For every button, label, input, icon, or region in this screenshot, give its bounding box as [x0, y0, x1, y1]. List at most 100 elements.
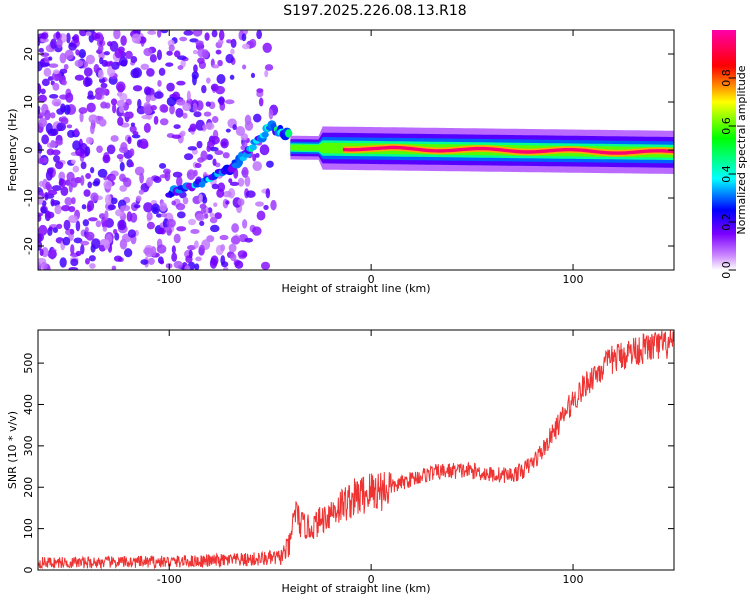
noise-blob [222, 152, 230, 159]
noise-blob [187, 146, 198, 151]
noise-blob [47, 76, 54, 81]
noise-blob [78, 107, 88, 114]
noise-blob [235, 126, 246, 136]
noise-blob [166, 96, 177, 107]
noise-blob [70, 244, 75, 255]
noise-blob [102, 226, 108, 232]
noise-blob [56, 122, 67, 132]
colorbar-tick-label: 0.6 [720, 117, 733, 135]
colorbar-label: Normalized spectral amplitude [735, 65, 748, 234]
snr-frame [37, 329, 675, 571]
noise-blob [211, 183, 219, 190]
noise-blob [48, 226, 54, 231]
noise-blob [198, 193, 203, 203]
noise-blob [265, 188, 271, 199]
noise-blob [182, 112, 188, 119]
noise-blob [97, 44, 104, 52]
spectrogram-image [38, 30, 674, 270]
noise-blob [159, 118, 169, 126]
noise-blob [211, 30, 218, 38]
noise-blob [44, 109, 51, 121]
noise-blob [205, 122, 215, 130]
noise-blob [41, 78, 50, 87]
noise-blob [79, 111, 84, 123]
noise-blob [102, 154, 111, 164]
noise-blob [72, 140, 81, 151]
noise-blob [66, 32, 71, 44]
noise-blob [216, 73, 226, 85]
noise-blob [90, 166, 95, 174]
noise-blob [38, 144, 43, 154]
noise-blob [164, 226, 171, 231]
noise-blob [40, 206, 47, 214]
noise-blob [99, 57, 104, 65]
noise-blob [120, 35, 127, 46]
noise-blob [186, 244, 197, 251]
noise-blob [51, 149, 61, 156]
noise-blob [123, 248, 133, 258]
noise-blob [104, 210, 109, 221]
noise-blob [55, 31, 61, 39]
noise-blob [70, 258, 79, 267]
noise-blob [256, 210, 266, 221]
noise-blob [40, 32, 49, 40]
noise-blob [110, 135, 119, 142]
noise-blob [268, 109, 274, 120]
noise-blob [61, 204, 71, 212]
noise-blob [40, 261, 48, 270]
noise-blob [214, 150, 224, 156]
noise-blob [48, 94, 59, 99]
noise-blob [264, 69, 269, 78]
noise-blob [113, 30, 121, 40]
noise-blob [139, 141, 149, 149]
noise-blob [207, 207, 213, 214]
colorbar-tick-label: 0.0 [720, 261, 733, 279]
spectrogram-y-tick-label: 20 [22, 47, 35, 61]
noise-blob [259, 144, 270, 156]
noise-blob [38, 105, 41, 112]
noise-blob [135, 195, 142, 202]
noise-blob [262, 42, 272, 53]
noise-blob [143, 123, 151, 133]
noise-blob [237, 177, 245, 187]
noise-blob [151, 203, 161, 215]
signal-blob [285, 129, 293, 138]
noise-blob [60, 186, 69, 196]
noise-blob [168, 44, 175, 52]
noise-blob [118, 105, 125, 114]
noise-blob [220, 244, 226, 252]
noise-blob [45, 122, 53, 134]
noise-blob [171, 200, 177, 206]
noise-blob [72, 165, 80, 173]
noise-blob [190, 228, 200, 234]
snr-panel: -100 0 100 0 100 200 300 400 500 Height of stra… [6, 329, 675, 595]
noise-blob [169, 104, 175, 115]
noise-blob [38, 36, 41, 47]
noise-blob [88, 114, 99, 124]
noise-blob [118, 221, 125, 228]
noise-blob [209, 258, 218, 269]
noise-blob [38, 117, 48, 128]
noise-blob [51, 98, 62, 107]
noise-blob [176, 211, 186, 219]
noise-blob [38, 224, 48, 236]
noise-blob [176, 226, 187, 232]
noise-blob [209, 212, 215, 218]
noise-blob [43, 67, 52, 77]
noise-blob [258, 97, 264, 107]
noise-blob [63, 63, 69, 70]
noise-blob [85, 258, 90, 265]
noise-blob [201, 84, 207, 94]
noise-blob [104, 194, 112, 206]
noise-blob [113, 255, 123, 262]
noise-blob [217, 38, 224, 45]
noise-blob [230, 235, 241, 245]
snr-y-tick-label: 400 [22, 394, 35, 415]
noise-blob [107, 41, 113, 47]
noise-blob [192, 49, 198, 55]
snr-y-tick-label: 500 [22, 353, 35, 374]
noise-blob [119, 185, 128, 192]
noise-blob [160, 30, 169, 34]
noise-blob [103, 180, 113, 190]
noise-blob [127, 136, 132, 145]
